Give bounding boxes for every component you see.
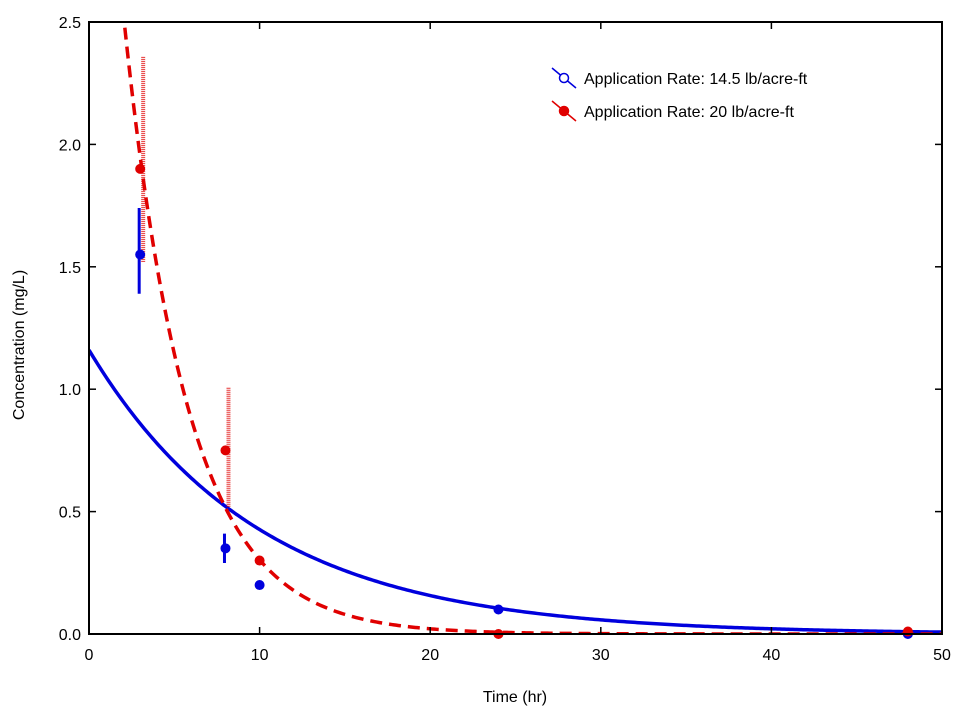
y-axis-label: Concentration (mg/L) xyxy=(11,270,28,420)
x-tick-label: 50 xyxy=(933,647,951,664)
y-tick-label: 0.5 xyxy=(59,505,81,522)
x-axis-ticks: 0 10 20 30 40 50 xyxy=(85,22,951,664)
plot-frame xyxy=(88,21,943,635)
legend-marker-series-1 xyxy=(558,72,570,84)
y-tick-label: 2.5 xyxy=(59,15,81,32)
data-point-series-1 xyxy=(220,543,231,554)
legend-marker-series-2 xyxy=(558,105,570,117)
y-axis-ticks: 0.0 0.5 1.0 1.5 2.0 2.5 xyxy=(59,15,942,644)
fit-curves xyxy=(89,22,942,634)
fit-curve-series-2 xyxy=(122,22,942,634)
data-point-series-1 xyxy=(493,604,504,615)
x-tick-label: 10 xyxy=(251,647,269,664)
data-point-series-2 xyxy=(220,445,231,456)
y-tick-label: 1.5 xyxy=(59,260,81,277)
y-tick-label: 0.0 xyxy=(59,627,81,644)
legend: Application Rate: 14.5 lb/acre-ft Applica… xyxy=(551,67,808,122)
legend-entry-series-1: Application Rate: 14.5 lb/acre-ft xyxy=(584,71,808,88)
x-tick-label: 0 xyxy=(85,647,94,664)
data-points xyxy=(135,163,913,639)
y-tick-label: 2.0 xyxy=(59,137,81,154)
y-tick-label: 1.0 xyxy=(59,382,81,399)
legend-entry-series-2: Application Rate: 20 lb/acre-ft xyxy=(584,104,794,121)
x-axis-label: Time (hr) xyxy=(483,689,547,706)
data-point-series-2 xyxy=(254,555,265,566)
data-point-series-2 xyxy=(135,163,146,174)
fit-curve-series-1 xyxy=(89,349,942,634)
data-point-series-1 xyxy=(135,249,146,260)
x-tick-label: 20 xyxy=(421,647,439,664)
data-point-series-1 xyxy=(254,580,265,591)
x-tick-label: 30 xyxy=(592,647,610,664)
x-tick-label: 40 xyxy=(763,647,781,664)
